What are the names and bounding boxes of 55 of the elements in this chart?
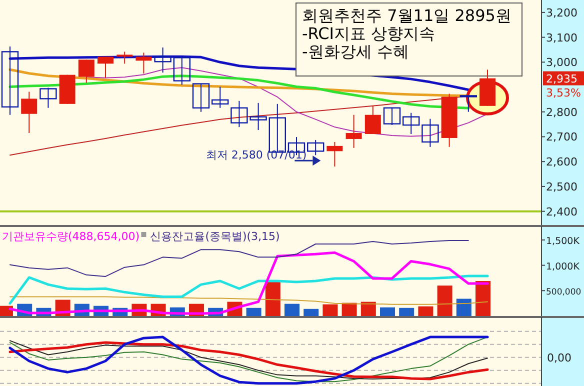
candlestick xyxy=(364,105,381,135)
bar xyxy=(437,286,452,316)
bar xyxy=(265,282,280,316)
candlestick xyxy=(192,83,210,112)
candlestick xyxy=(383,107,401,126)
bar xyxy=(380,307,395,316)
line-series xyxy=(10,296,488,305)
bar xyxy=(399,308,414,316)
line-series xyxy=(8,251,489,315)
candlestick xyxy=(21,91,38,134)
bar xyxy=(342,302,357,316)
annotation: -원화강세 수혜 xyxy=(302,42,409,61)
text: 2,935 xyxy=(546,72,578,86)
candlestick xyxy=(116,51,133,64)
y-tick-label: 3,200 xyxy=(546,6,578,20)
bar xyxy=(246,308,262,316)
candlestick xyxy=(307,139,324,156)
candlestick xyxy=(1,46,19,116)
bar xyxy=(304,308,319,316)
candlestick xyxy=(460,95,477,112)
candlestick xyxy=(212,86,229,108)
candlestick xyxy=(173,57,190,86)
text: 3,53% xyxy=(546,86,581,100)
y-tick-label: 3,000 xyxy=(546,56,578,70)
candlestick xyxy=(40,87,57,108)
y-tick-label: 2,800 xyxy=(546,106,578,119)
bar xyxy=(322,304,338,316)
candlestick xyxy=(98,56,114,78)
y-tick-label: 2,400 xyxy=(546,205,578,218)
candlestick xyxy=(422,118,439,148)
y-tick-label: 2,600 xyxy=(546,156,578,169)
bar xyxy=(284,304,300,316)
y-tick-label: 1,000K xyxy=(546,261,580,272)
y-tick-label: 3,100 xyxy=(546,31,578,44)
bar xyxy=(418,306,434,316)
y-tick-label: 1,500K xyxy=(546,236,580,247)
bar xyxy=(476,281,490,316)
y-tick-label: 2,700 xyxy=(546,130,578,144)
candlestick xyxy=(78,59,94,84)
annotation: 회원추천주 7월11일 2895원 xyxy=(302,6,512,25)
candlestick xyxy=(154,46,172,74)
line-series xyxy=(8,274,489,305)
candlestick xyxy=(402,112,420,135)
series-label: 신용잔고율(종목별)(3,15) xyxy=(150,230,280,243)
line-series xyxy=(8,74,470,110)
candlestick xyxy=(346,114,362,148)
annotation: -RCI지표 상향지속 xyxy=(302,24,436,43)
candlestick xyxy=(326,141,343,168)
text: 0,00 xyxy=(547,351,572,364)
bar xyxy=(456,298,472,316)
text: 기관보유수량(488,654,00) xyxy=(2,230,140,243)
y-tick-label: 500,000 xyxy=(546,288,582,298)
candlestick xyxy=(136,52,152,74)
y-tick-label: 2,500 xyxy=(546,180,578,194)
annotation: 최저 2,580 (07/01) xyxy=(206,148,307,162)
